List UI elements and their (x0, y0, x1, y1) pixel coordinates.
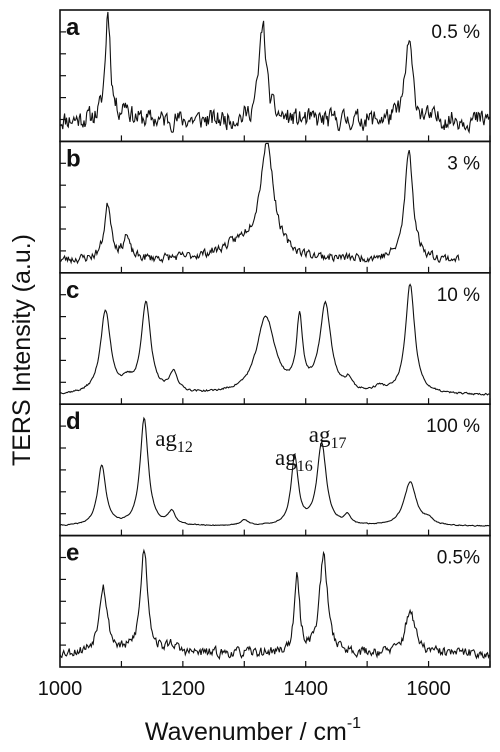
x-tick-label: 1400 (283, 678, 328, 700)
spectrum-line-a (59, 11, 490, 135)
panel-d: d 100 % (59, 403, 491, 537)
y-axis-title: TERS Intensity (a.u.) (8, 234, 36, 466)
mode-label-ag17: ag17 (309, 422, 347, 452)
x-tick-label: 1600 (406, 678, 451, 700)
panel-c: c 10 % (59, 271, 491, 405)
panel-letter: e (66, 540, 79, 567)
spectrum-line-b (59, 142, 460, 265)
panel-b: b 3 % (59, 140, 491, 274)
concentration-label: 100 % (426, 416, 480, 437)
mode-label-ag16: ag16 (275, 445, 313, 475)
panel-e: e 0.5% (59, 534, 491, 668)
panel-letter: c (66, 277, 79, 304)
panel-frame (59, 271, 491, 405)
panel-letter: b (66, 145, 81, 172)
concentration-label: 0.5% (437, 548, 480, 569)
panel-frame (59, 9, 491, 143)
x-axis-title: Wavenumber / cm-1 (145, 715, 361, 746)
panel-frame (59, 534, 491, 668)
panel-a: a 0.5 % (59, 9, 491, 143)
spectrum-line-d (59, 416, 490, 527)
panel-letter: a (66, 14, 80, 41)
concentration-label: 0.5 % (431, 22, 480, 43)
concentration-label: 3 % (447, 153, 480, 174)
concentration-label: 10 % (437, 285, 480, 306)
spectrum-line-c (59, 283, 490, 396)
spectrum-line-e (59, 548, 490, 661)
x-axis: 1000 1200 1400 1600 (38, 678, 451, 700)
panel-letter: d (66, 408, 81, 435)
x-tick-label: 1000 (38, 678, 83, 700)
mode-label-ag12: ag12 (155, 426, 193, 456)
x-tick-label: 1200 (161, 678, 206, 700)
